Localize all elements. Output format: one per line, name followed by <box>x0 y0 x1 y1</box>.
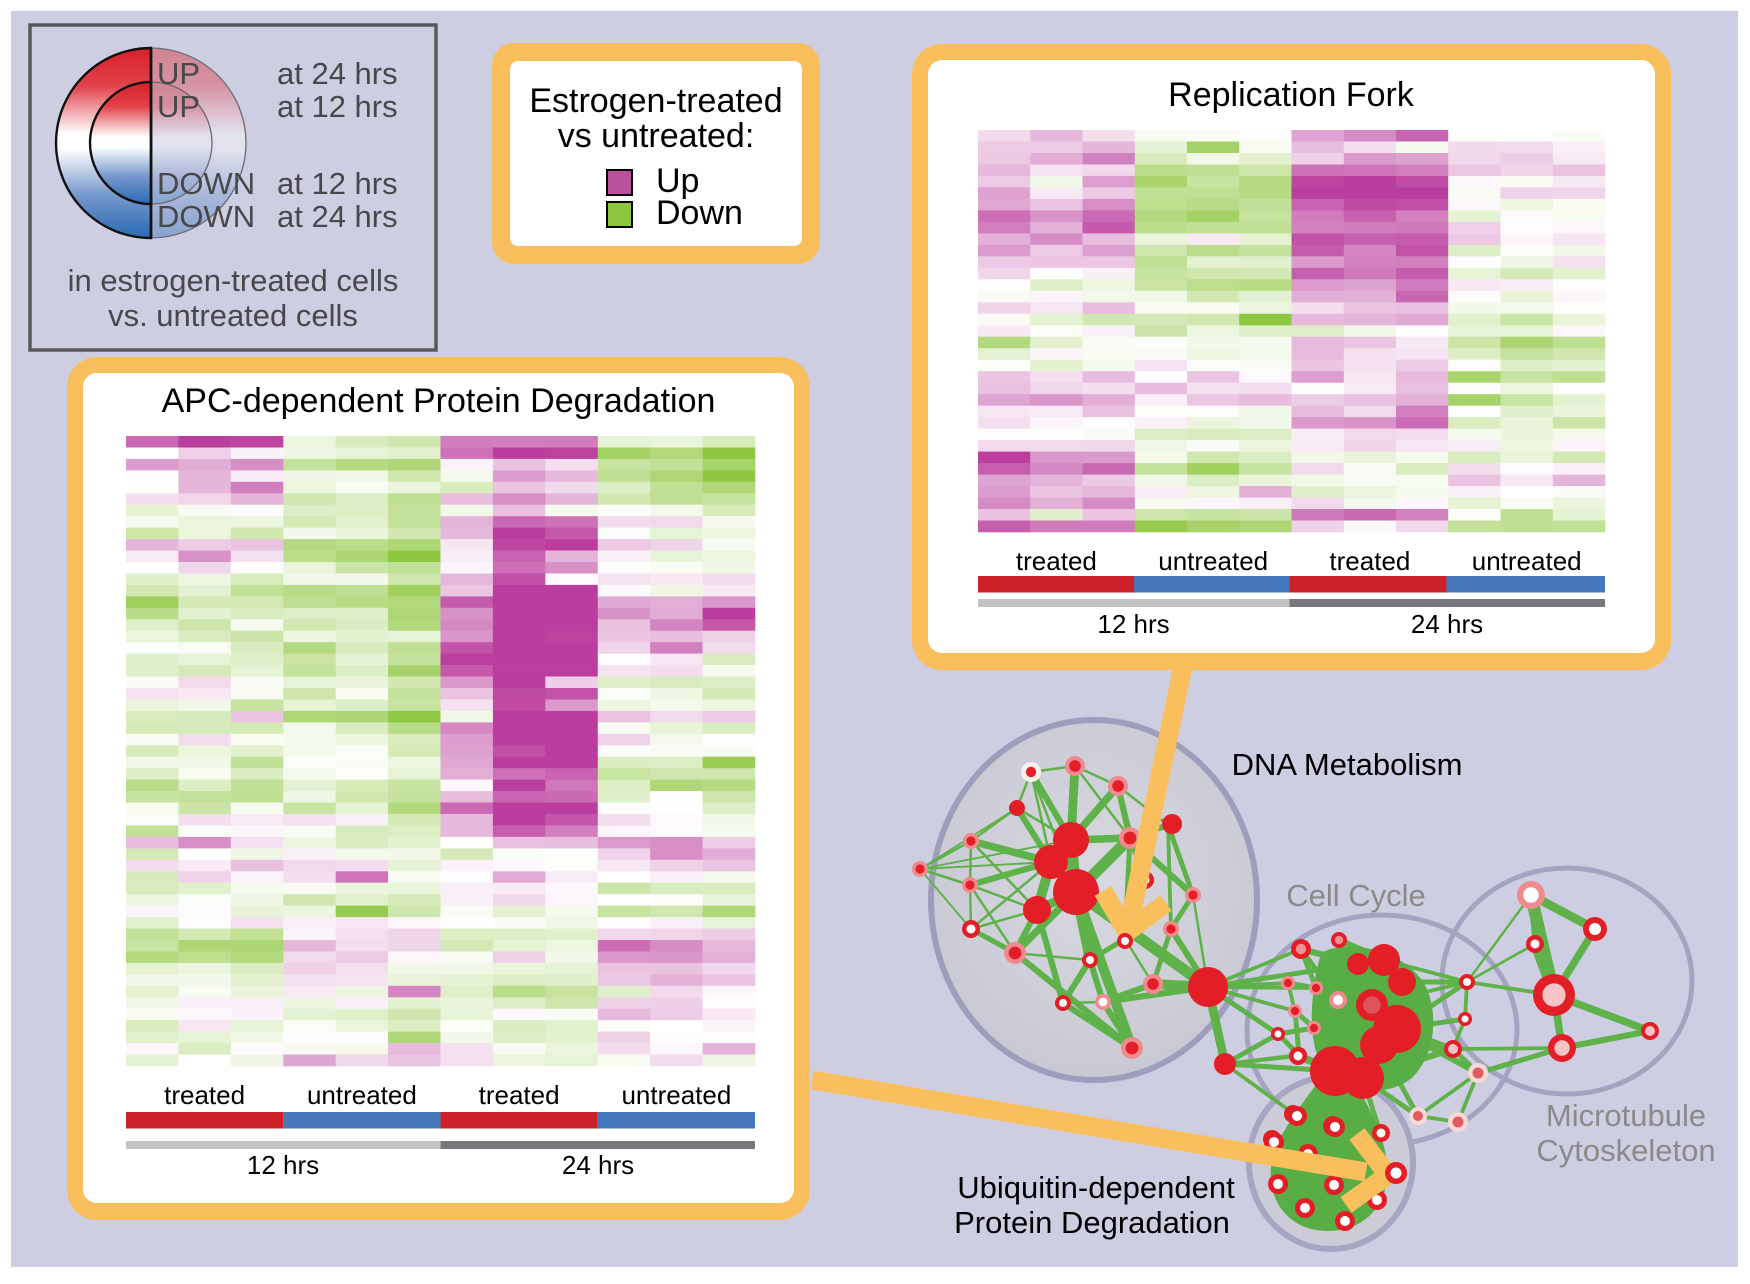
svg-text:Protein Degradation: Protein Degradation <box>954 1205 1230 1240</box>
svg-text:at 12 hrs: at 12 hrs <box>277 166 398 201</box>
svg-text:24 hrs: 24 hrs <box>1411 609 1483 639</box>
svg-text:APC-dependent Protein Degradat: APC-dependent Protein Degradation <box>162 382 716 420</box>
svg-text:Replication Fork: Replication Fork <box>1168 76 1415 114</box>
svg-text:Microtubule: Microtubule <box>1546 1098 1706 1133</box>
svg-text:Up: Up <box>656 162 699 200</box>
svg-text:vs. untreated cells: vs. untreated cells <box>108 298 358 333</box>
svg-text:in estrogen-treated cells: in estrogen-treated cells <box>68 263 399 298</box>
svg-text:treated: treated <box>164 1080 245 1110</box>
svg-text:at 24 hrs: at 24 hrs <box>277 199 398 234</box>
svg-text:untreated: untreated <box>1158 546 1268 576</box>
svg-text:DOWN: DOWN <box>157 166 255 201</box>
svg-text:24 hrs: 24 hrs <box>562 1150 634 1180</box>
svg-text:treated: treated <box>479 1080 560 1110</box>
svg-text:DOWN: DOWN <box>157 199 255 234</box>
svg-text:Cell Cycle: Cell Cycle <box>1286 878 1426 913</box>
svg-text:12 hrs: 12 hrs <box>1097 609 1169 639</box>
svg-text:12 hrs: 12 hrs <box>247 1150 319 1180</box>
svg-text:UP: UP <box>157 56 200 91</box>
svg-text:untreated: untreated <box>307 1080 417 1110</box>
svg-text:untreated: untreated <box>1472 546 1582 576</box>
svg-text:UP: UP <box>157 89 200 124</box>
svg-text:Down: Down <box>656 194 743 232</box>
svg-text:Cytoskeleton: Cytoskeleton <box>1536 1133 1715 1168</box>
svg-text:Estrogen-treated: Estrogen-treated <box>529 82 782 120</box>
svg-text:Ubiquitin-dependent: Ubiquitin-dependent <box>957 1170 1235 1205</box>
svg-text:at 24 hrs: at 24 hrs <box>277 56 398 91</box>
svg-text:untreated: untreated <box>621 1080 731 1110</box>
svg-text:at 12 hrs: at 12 hrs <box>277 89 398 124</box>
svg-text:treated: treated <box>1016 546 1097 576</box>
svg-text:treated: treated <box>1329 546 1410 576</box>
svg-text:vs untreated:: vs untreated: <box>558 117 755 155</box>
svg-text:DNA Metabolism: DNA Metabolism <box>1232 747 1463 782</box>
